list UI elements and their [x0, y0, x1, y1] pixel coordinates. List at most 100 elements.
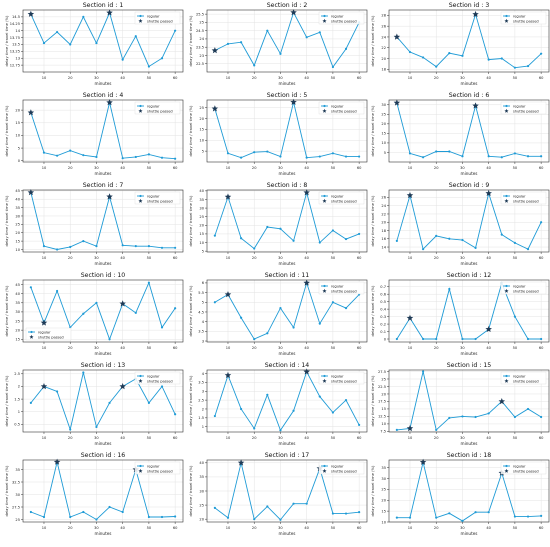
y-tick-label: 30 [199, 206, 204, 210]
y-tick-label: 25 [199, 106, 204, 110]
data-point-regular [95, 301, 98, 304]
data-point-regular [331, 301, 335, 304]
legend-shuttle-label: shuttle passed [331, 469, 357, 473]
y-tick-label: 10 [199, 139, 204, 143]
x-tick-label: 30 [94, 346, 99, 350]
y-tick-label: 15 [15, 121, 20, 125]
data-point-regular [55, 30, 59, 34]
data-point-regular [474, 337, 477, 341]
data-point-regular [147, 245, 151, 248]
x-axis-label: minutes [279, 441, 296, 446]
legend-regular-marker [323, 194, 326, 198]
data-point-regular [318, 31, 321, 34]
y-tick-label: 10 [381, 520, 386, 524]
data-point-regular [95, 518, 98, 521]
x-tick-label: 30 [460, 256, 465, 260]
x-tick-label: 50 [331, 166, 336, 170]
x-tick-label: 40 [120, 256, 125, 260]
x-tick-label: 60 [173, 256, 178, 260]
series-line-regular [396, 12, 542, 69]
data-point-regular [513, 66, 517, 69]
legend-shuttle-label: shuttle passed [513, 19, 539, 23]
series-line-regular [214, 281, 360, 340]
legend-shuttle-marker [138, 468, 143, 473]
data-point-regular [344, 155, 348, 158]
y-tick-label: 13 [15, 57, 20, 61]
y-tick-label: 20 [15, 328, 20, 332]
x-tick-label: 20 [68, 436, 73, 440]
x-tick-label: 50 [331, 346, 336, 350]
data-point-regular [279, 227, 282, 230]
data-point-regular [147, 65, 151, 68]
y-tick-label: 30 [381, 103, 386, 107]
data-point-regular [500, 156, 503, 159]
data-point-regular [266, 332, 269, 335]
data-point-regular [292, 326, 295, 329]
legend-shuttle-label: shuttle passed [331, 19, 357, 23]
data-point-regular [305, 156, 308, 159]
series-line-regular [396, 191, 542, 250]
y-tick-label: 22 [381, 46, 386, 50]
legend-regular-label: regular [513, 374, 526, 378]
y-tick-label: 15 [15, 338, 20, 342]
data-point-regular [408, 516, 412, 519]
legend-shuttle-label: shuttle passed [513, 289, 539, 293]
data-point-regular [82, 510, 85, 514]
y-axis-label: delay time / travel time (%) [189, 285, 193, 336]
legend-regular-marker [323, 14, 326, 18]
data-point-regular [474, 511, 477, 514]
x-tick-label: 20 [434, 256, 439, 260]
data-point-shuttle [303, 368, 310, 375]
legend-regular-marker [139, 464, 142, 468]
data-point-regular [266, 505, 269, 508]
x-tick-label: 30 [460, 76, 465, 80]
x-axis-label: minutes [279, 171, 296, 176]
legend-regular-label: regular [331, 374, 344, 378]
y-tick-label: 35 [15, 206, 20, 210]
data-point-regular [526, 515, 530, 518]
subplot-section-11: Section id : 11 10 20 30 40 50 60 3 3.5 4 4.5 5 5.5 6… [189, 272, 368, 356]
legend-box [318, 281, 365, 295]
y-tick-label: 25 [381, 113, 386, 117]
x-tick-label: 20 [252, 76, 257, 80]
legend-regular-marker [323, 374, 326, 378]
x-tick-label: 60 [357, 256, 362, 260]
data-point-regular [55, 248, 59, 251]
data-point-shuttle [498, 398, 506, 405]
x-tick-label: 10 [408, 256, 413, 260]
subplot-title: Section id : 9 [449, 182, 490, 189]
legend-regular-label: regular [331, 14, 344, 18]
data-point-shuttle [393, 33, 401, 40]
data-point-regular [226, 516, 230, 519]
x-tick-label: 10 [226, 436, 231, 440]
data-point-regular [474, 415, 477, 419]
data-point-regular [134, 311, 137, 314]
y-axis-label: delay time / travel time (%) [371, 285, 375, 336]
data-point-shuttle [472, 10, 479, 18]
legend-regular-marker [139, 194, 142, 198]
legend-shuttle-label: shuttle passed [147, 109, 173, 113]
y-tick-label: 7.5 [380, 430, 386, 434]
subplot-title: Section id : 3 [449, 2, 490, 9]
y-tick-label: 30 [15, 310, 20, 314]
x-tick-label: 50 [147, 436, 152, 440]
y-tick-label: 15 [381, 509, 386, 513]
legend-shuttle-label: shuttle passed [38, 335, 64, 339]
data-point-shuttle [237, 459, 245, 466]
y-tick-label: 24 [381, 204, 386, 208]
x-tick-label: 10 [42, 256, 47, 260]
plot-frame [206, 9, 368, 73]
y-tick-label: 15 [199, 128, 204, 132]
y-axis-label: delay time / travel time (%) [371, 105, 375, 156]
legend-shuttle-marker [504, 378, 509, 383]
y-tick-label: 24 [381, 35, 386, 39]
data-point-regular [344, 237, 348, 241]
x-tick-label: 10 [42, 346, 47, 350]
data-point-regular [513, 515, 517, 518]
data-point-regular [239, 237, 243, 240]
data-point-regular [421, 337, 425, 341]
legend-regular-marker [323, 104, 326, 108]
y-axis-label: delay time / travel time (%) [5, 15, 9, 66]
